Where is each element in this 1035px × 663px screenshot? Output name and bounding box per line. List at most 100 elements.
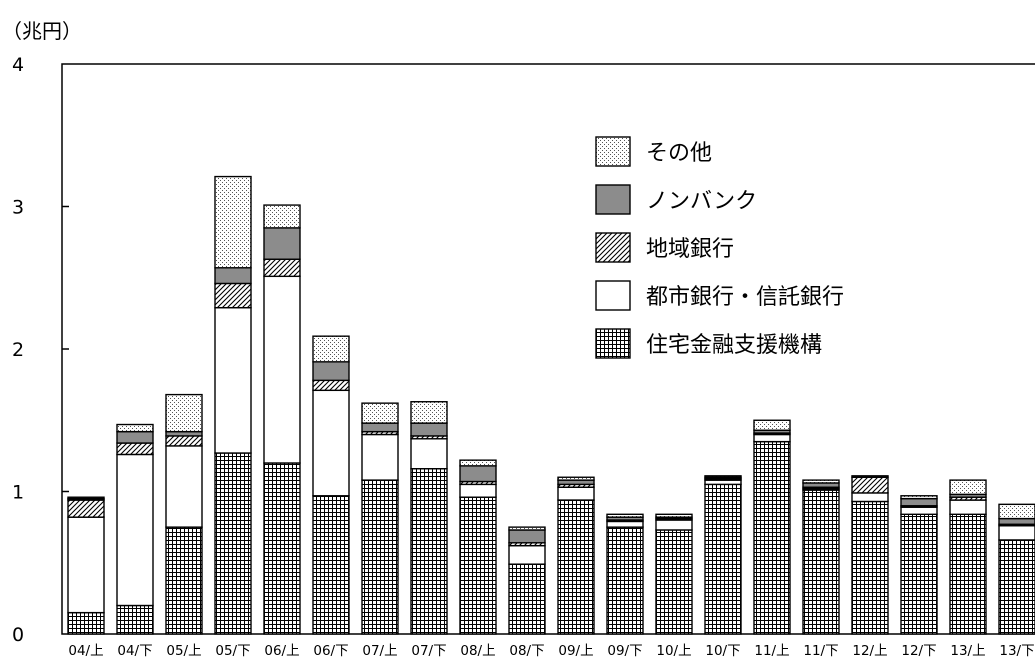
bar-segment [410, 401, 448, 424]
legend-swatch [595, 184, 631, 215]
bar-segment [851, 475, 889, 478]
x-tick-label: 09/上 [558, 643, 593, 659]
bar-segment [851, 500, 889, 635]
bar-segment [900, 513, 938, 635]
legend-label: 地域銀行 [646, 237, 734, 262]
bar-segment [214, 175, 252, 269]
bar-segment [557, 486, 595, 501]
legend-label: ノンバンク [646, 189, 757, 214]
bar-segment [214, 452, 252, 635]
x-tick-label: 05/下 [215, 643, 250, 659]
bar-segment [998, 517, 1035, 525]
bar-segment [312, 495, 350, 635]
bar-segment [214, 282, 252, 309]
bar-segment [557, 499, 595, 635]
y-tick-label: 0 [12, 624, 24, 646]
bar-segment [459, 483, 497, 498]
bar-segment [753, 419, 791, 431]
x-tick-label: 07/下 [411, 643, 446, 659]
legend-swatch [595, 136, 631, 167]
x-axis-ticks: 04/上 04/下 05/上 05/下 06/上 06/下 07/上 07/下 08/上 08/下… [68, 643, 1034, 659]
bar-segment [263, 462, 301, 635]
legend-swatch [595, 328, 631, 359]
bar-segment [116, 442, 154, 456]
bar-segment [998, 503, 1035, 520]
bar-segment [116, 430, 154, 444]
x-tick-label: 07/上 [362, 643, 397, 659]
bar-segment [753, 440, 791, 635]
bar-segment [116, 453, 154, 607]
x-tick-label: 08/下 [509, 643, 544, 659]
bar-segment [998, 525, 1035, 541]
bar-segment [165, 435, 203, 447]
plot-area-frame [61, 63, 1035, 635]
bar-segment [116, 604, 154, 635]
x-tick-label: 05/上 [166, 643, 201, 659]
bar-segment [851, 476, 889, 494]
bars-group [67, 175, 1035, 635]
bar-segment [606, 526, 644, 635]
bar-segment [263, 258, 301, 278]
x-tick-label: 09/下 [607, 643, 642, 659]
x-tick-label: 10/上 [656, 643, 691, 659]
legend-label: 都市銀行・信託銀行 [646, 285, 844, 310]
bar-segment [67, 611, 105, 635]
bar-segment [606, 520, 644, 528]
x-tick-label: 08/上 [460, 643, 495, 659]
bar-segment [67, 496, 105, 500]
y-tick-label: 2 [12, 339, 24, 361]
y-unit-label: （兆円） [2, 19, 82, 43]
bar-segment [361, 433, 399, 481]
legend-swatch [595, 232, 631, 263]
bar-segment [704, 475, 742, 478]
x-tick-label: 11/下 [803, 643, 838, 659]
bar-segment [900, 495, 938, 500]
bar-segment [900, 506, 938, 515]
bar-segment [655, 519, 693, 531]
bar-segment [214, 306, 252, 454]
x-tick-label: 10/下 [705, 643, 740, 659]
y-tick-label: 4 [12, 54, 24, 76]
bar-segment [67, 516, 105, 614]
legend-swatch [595, 280, 631, 311]
bar-segment [459, 459, 497, 467]
bar-segment [753, 433, 791, 443]
bar-segment [214, 267, 252, 285]
bar-segment [508, 563, 546, 635]
bar-segment [263, 275, 301, 464]
bar-segment [165, 445, 203, 528]
bar-segment [312, 379, 350, 392]
y-tick-label: 1 [12, 482, 24, 504]
bar-segment [704, 483, 742, 635]
bar-segment [361, 402, 399, 424]
bar-segment [361, 422, 399, 433]
x-tick-label: 04/下 [117, 643, 152, 659]
bar-segment [312, 361, 350, 382]
y-tick-label: 3 [12, 197, 24, 219]
legend-label: 住宅金融支援機構 [646, 333, 822, 358]
bar-segment [263, 227, 301, 260]
bar-segment [655, 513, 693, 518]
x-tick-label: 12/下 [901, 643, 936, 659]
bar-segment [508, 544, 546, 565]
bar-segment [655, 529, 693, 635]
bar-segment [557, 476, 595, 481]
x-tick-label: 13/上 [950, 643, 985, 659]
bar-segment [410, 468, 448, 635]
bar-segment [949, 479, 987, 496]
bar-segment [116, 423, 154, 433]
bar-segment [949, 513, 987, 635]
bar-segment [263, 204, 301, 229]
bar-segment [949, 499, 987, 515]
bar-segment [165, 526, 203, 635]
x-tick-label: 12/上 [852, 643, 887, 659]
bar-segment [802, 479, 840, 484]
bar-segment [606, 513, 644, 518]
legend-label: その他 [646, 141, 712, 166]
x-tick-label: 04/上 [68, 643, 103, 659]
bar-segment [508, 529, 546, 544]
y-axis-ticks: 0 1 2 3 4 [12, 54, 69, 646]
bar-segment [312, 389, 350, 497]
bar-segment [312, 335, 350, 363]
